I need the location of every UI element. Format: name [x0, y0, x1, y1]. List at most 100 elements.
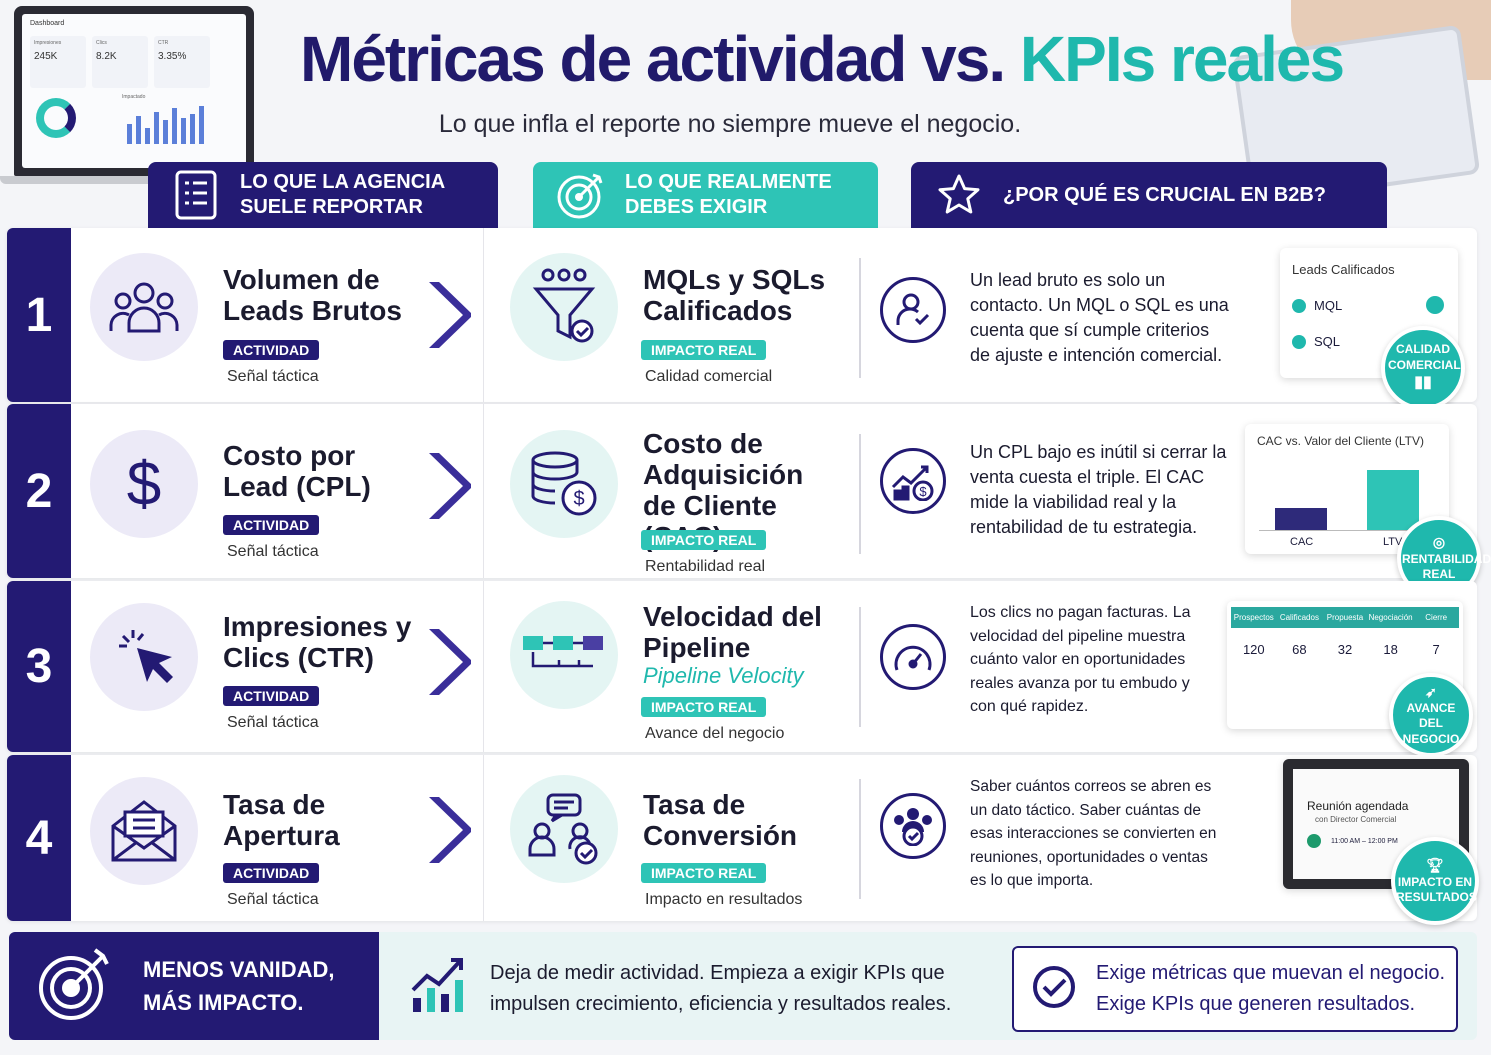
- metric-row-4: 4 Tasa de Apertura ACTIVIDAD Señal tácti…: [7, 755, 1479, 925]
- impact-badge: IMPACTO REAL: [641, 340, 767, 360]
- activity-badge: ACTIVIDAD: [223, 686, 320, 706]
- footer-slogan: MENOS VANIDAD, MÁS IMPACTO.: [9, 932, 379, 1040]
- chevron-right-icon: [429, 797, 471, 863]
- list-item: MQL: [1292, 298, 1342, 313]
- dashboard-tile: Impresiones 245K: [30, 36, 86, 88]
- svg-text:$: $: [573, 488, 584, 510]
- kpi-subtext: Calidad comercial: [645, 368, 773, 385]
- why-text: Saber cuántos correos se abren es un dat…: [970, 778, 1217, 889]
- why-text: Un lead bruto es solo un contacto. Un MQ…: [970, 270, 1229, 365]
- activity-badge: ACTIVIDAD: [223, 340, 320, 360]
- row-number: 3: [7, 581, 71, 752]
- activity-metric-title: Volumen de Leads Brutos: [223, 264, 402, 326]
- page-subtitle: Lo que infla el reporte no siempre mueve…: [438, 110, 1022, 138]
- metric-row-3: 3 Impresiones y Clics (CTR) ACTIVIDAD Se…: [7, 581, 1477, 757]
- report-icon: [170, 169, 222, 221]
- pipeline-stages-card: Prospectos 120 Calificados 68 Propuesta 32 …: [1227, 601, 1463, 729]
- why-text: Un CPL bajo es inútil si cerrar la venta…: [970, 442, 1227, 537]
- chevron-right-icon: [429, 282, 471, 348]
- column-header-demand: LO QUE REALMENTE DEBES EXIGIR: [533, 162, 878, 228]
- metric-row-1: 1 Volumen de Leads Brutos ACTIVIDAD Seña…: [7, 228, 1477, 410]
- meeting-title: Reunión agendada: [1307, 799, 1409, 813]
- bar-chart-icon: ▮▮: [1414, 374, 1432, 392]
- kpi-title: MQLs y SQLs Calificados: [643, 264, 826, 326]
- target-icon: ◎: [1432, 534, 1446, 551]
- dashboard-tile: CTR 3.35%: [154, 36, 210, 88]
- footer-callout-text: Exige métricas que muevan el negocio. Ex…: [1096, 962, 1446, 1015]
- pipeline-stage-list: Prospectos 120 Calificados 68 Propuesta 32 …: [1227, 601, 1463, 657]
- metric-row-2: 2 $ Costo por Lead (CPL) ACTIVIDAD Señal…: [7, 404, 1491, 600]
- seal-badge: CALIDAD COMERCIAL ▮▮: [1381, 326, 1465, 410]
- dashboard-label: Dashboard: [30, 20, 65, 27]
- seal-badge: ➶ AVANCE DEL NEGOCIO: [1389, 673, 1473, 757]
- why-divider: [859, 779, 861, 899]
- kpi-title: Velocidad del Pipeline: [643, 601, 822, 663]
- activity-metric-title: Impresiones y Clics (CTR): [223, 611, 412, 673]
- footer-callout: Exige métricas que muevan el negocio. Ex…: [1012, 946, 1458, 1032]
- row-number: 2: [7, 404, 71, 578]
- pipeline-stage: Propuesta 32: [1322, 607, 1368, 657]
- ltv-bar: [1367, 470, 1419, 530]
- bar-label: LTV: [1383, 536, 1403, 548]
- cac-bar: [1275, 508, 1327, 530]
- bar-chart-icon: [127, 106, 204, 144]
- activity-badge: ACTIVIDAD: [223, 515, 320, 535]
- footer-slogan-text: MENOS VANIDAD, MÁS IMPACTO.: [143, 957, 335, 1015]
- pipeline-stage: Calificados 68: [1276, 607, 1323, 657]
- why-divider: [859, 258, 861, 378]
- activity-badge: ACTIVIDAD: [223, 863, 320, 883]
- why-text: Los clics no pagan facturas. La velocida…: [970, 604, 1191, 715]
- chevron-right-icon: [429, 629, 471, 695]
- people-group-icon: [90, 253, 198, 361]
- column-divider: [483, 404, 484, 578]
- speedometer-icon: [880, 624, 946, 690]
- cac-ltv-chart-card: CAC vs. Valor del Cliente (LTV) CAC LTV: [1245, 424, 1449, 554]
- rocket-icon: ➶: [1425, 683, 1437, 700]
- activity-metric-title: Tasa de Apertura: [223, 789, 340, 851]
- why-divider: [859, 607, 861, 727]
- laptop-base: [0, 176, 270, 184]
- impact-badge: IMPACTO REAL: [641, 697, 767, 717]
- column-header-label: LO QUE LA AGENCIA SUELE REPORTAR: [240, 171, 445, 218]
- column-divider: [483, 228, 484, 402]
- kpi-subtitle: Pipeline Velocity: [643, 663, 804, 688]
- kpi-subtext: Impacto en resultados: [645, 891, 803, 908]
- row-number: 4: [7, 755, 71, 921]
- page-title: Métricas de actividad vs. KPIs reales: [300, 23, 1345, 95]
- activity-subtext: Señal táctica: [227, 543, 319, 560]
- list-item: SQL: [1292, 334, 1340, 349]
- check-icon: [1307, 834, 1321, 848]
- check-icon: [1426, 296, 1444, 314]
- cursor-click-icon: [90, 603, 198, 711]
- column-header-why: ¿POR QUÉ ES CRUCIAL EN B2B?: [911, 162, 1387, 228]
- check-circle-icon: [1032, 965, 1076, 1014]
- user-check-icon: [880, 277, 946, 343]
- dashboard-tile-label: Impactado: [122, 94, 146, 100]
- target-icon: [555, 169, 607, 221]
- row-number: 1: [7, 228, 71, 402]
- activity-metric-title: Costo por Lead (CPL): [223, 440, 371, 502]
- meeting-time-row: 11:00 AM – 12:00 PM: [1307, 834, 1459, 848]
- bar-label: CAC: [1290, 536, 1314, 548]
- column-divider: [483, 755, 484, 921]
- check-icon: [1292, 334, 1306, 349]
- footer-message: Deja de medir actividad. Empieza a exigi…: [490, 962, 952, 1015]
- pipeline-stage: Negociación 18: [1367, 607, 1414, 657]
- footer: MENOS VANIDAD, MÁS IMPACTO. Deja de medi…: [9, 932, 1477, 1040]
- check-icon: [1292, 298, 1306, 313]
- card-title: Leads Calificados: [1292, 262, 1395, 277]
- pipeline-icon: [510, 601, 618, 709]
- conversation-check-icon: [510, 775, 618, 883]
- coins-dollar-icon: $: [510, 430, 618, 538]
- kpi-subtext: Rentabilidad real: [645, 558, 766, 575]
- kpi-title: Tasa de Conversión: [643, 789, 798, 851]
- impact-badge: IMPACTO REAL: [641, 863, 767, 883]
- activity-subtext: Señal táctica: [227, 368, 319, 385]
- growth-dollar-icon: $: [880, 448, 946, 514]
- card-title: CAC vs. Valor del Cliente (LTV): [1257, 434, 1424, 448]
- funnel-check-icon: [510, 253, 618, 361]
- activity-subtext: Señal táctica: [227, 714, 319, 731]
- pipeline-stage: Prospectos 120: [1231, 607, 1277, 657]
- seal-badge: 🏆︎ IMPACTO EN RESULTADOS: [1391, 837, 1479, 925]
- why-divider: [859, 434, 861, 554]
